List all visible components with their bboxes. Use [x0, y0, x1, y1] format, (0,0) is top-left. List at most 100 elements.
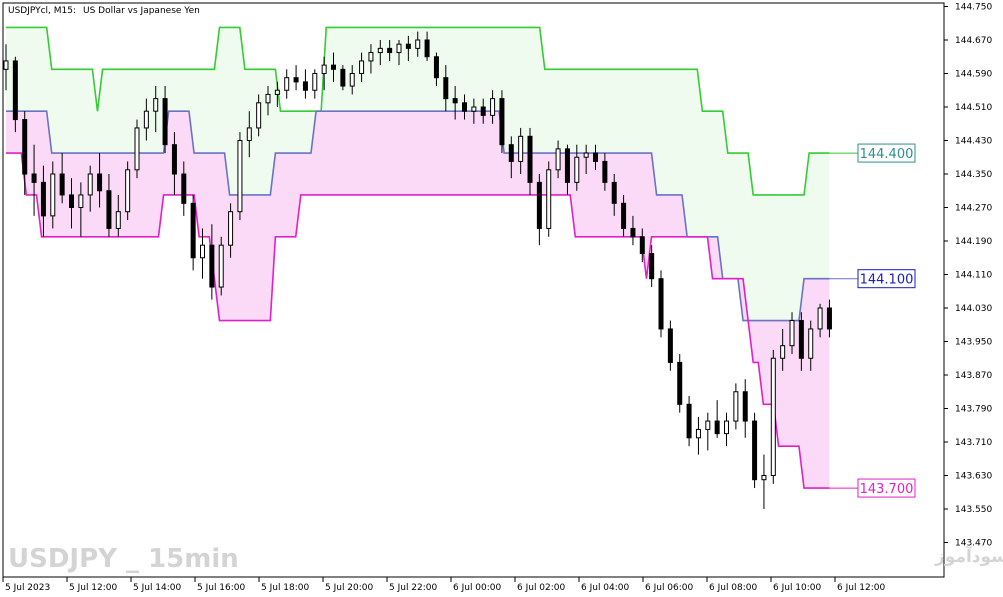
candle	[78, 182, 84, 237]
candle-body	[705, 420, 711, 430]
y-axis: 144.750 144.670 144.590 144.510 144.430 144.3…	[944, 3, 992, 549]
candle	[780, 328, 786, 371]
candle	[162, 86, 168, 154]
candle-body	[171, 144, 177, 175]
candle	[134, 119, 140, 179]
candle-body	[695, 428, 701, 439]
candle-body	[583, 152, 589, 158]
x-tick-label: 6 Jul 12:00	[837, 583, 886, 593]
candle	[433, 52, 439, 87]
level-label-lower: 143.700	[829, 478, 916, 498]
candle	[611, 174, 617, 216]
candle-body	[321, 64, 327, 74]
candle	[621, 194, 627, 237]
candle	[593, 144, 599, 170]
x-tick-label: 6 Jul 08:00	[709, 583, 758, 593]
candle-body	[798, 320, 804, 359]
candle	[331, 52, 337, 82]
level-value: 143.700	[860, 482, 914, 497]
x-tick-label: 6 Jul 00:00	[453, 583, 502, 593]
candle-body	[87, 173, 93, 196]
x-tick-label: 6 Jul 10:00	[773, 583, 822, 593]
y-tick-label: 144.030	[955, 304, 992, 314]
candle	[405, 35, 411, 61]
y-tick-label: 143.550	[955, 505, 992, 515]
candle-body	[621, 202, 627, 229]
candle	[789, 312, 795, 355]
candle-body	[611, 181, 617, 204]
candle	[40, 165, 46, 237]
y-tick-label: 144.430	[955, 137, 992, 147]
candle	[471, 98, 477, 124]
candle-body	[639, 236, 645, 255]
candle	[181, 161, 187, 216]
candle-body	[78, 194, 84, 208]
symbol-timeframe: USDJPYcl, M15:	[8, 6, 76, 16]
candle-body	[808, 328, 814, 359]
candle-body	[546, 169, 552, 229]
candle-body	[59, 173, 65, 196]
candle-body	[480, 106, 486, 116]
candle	[228, 203, 234, 258]
y-tick-label: 144.270	[955, 204, 992, 214]
candle-body	[574, 156, 580, 183]
candle	[826, 299, 832, 338]
candle	[724, 412, 730, 447]
candle-body	[499, 98, 505, 146]
y-tick-label: 143.630	[955, 472, 992, 482]
candle-body	[770, 357, 776, 476]
candle-body	[115, 211, 121, 229]
y-tick-label: 144.510	[955, 103, 992, 113]
candle	[742, 379, 748, 438]
candle-body	[377, 47, 383, 54]
candle	[321, 56, 327, 91]
candle-body	[265, 93, 271, 104]
watermark-left: USDJPY _ 15min	[8, 544, 239, 574]
candle	[396, 40, 402, 66]
level-label-upper: 144.400	[829, 143, 916, 163]
candle-body	[780, 345, 786, 359]
candle	[31, 144, 37, 216]
candle-body	[256, 102, 262, 129]
level-box	[857, 269, 916, 289]
candle-body	[50, 173, 56, 217]
candle	[677, 354, 683, 413]
candle	[415, 31, 421, 57]
candle	[359, 52, 365, 82]
candle-body	[536, 181, 542, 229]
candle-body	[630, 227, 636, 238]
candle-body	[555, 148, 561, 171]
candle-body	[331, 64, 337, 70]
x-tick-label: 5 Jul 22:00	[389, 583, 438, 593]
candle-body	[415, 39, 421, 49]
candle-body	[97, 173, 103, 192]
candle-body	[125, 169, 131, 213]
candle	[536, 174, 542, 246]
candle	[50, 161, 56, 229]
x-tick-label: 5 Jul 2023	[5, 583, 50, 593]
candle	[143, 98, 149, 141]
y-tick-label: 143.950	[955, 338, 992, 348]
level-value: 144.100	[860, 273, 914, 288]
candle	[349, 65, 355, 95]
candle	[3, 44, 9, 91]
candle	[686, 395, 692, 447]
band-area	[6, 26, 830, 489]
candle	[22, 111, 28, 195]
candle	[564, 144, 570, 195]
candle	[490, 90, 496, 124]
candle-body	[649, 253, 655, 280]
candle-body	[826, 307, 832, 330]
candle-body	[40, 181, 46, 217]
candle	[293, 65, 299, 91]
candle	[658, 270, 664, 338]
candle-body	[471, 106, 477, 112]
candle-body	[12, 60, 18, 121]
candle-body	[564, 148, 570, 183]
candle	[377, 40, 383, 66]
candle	[508, 136, 514, 179]
candle	[125, 161, 131, 221]
candle	[97, 153, 103, 208]
candle	[527, 127, 533, 195]
